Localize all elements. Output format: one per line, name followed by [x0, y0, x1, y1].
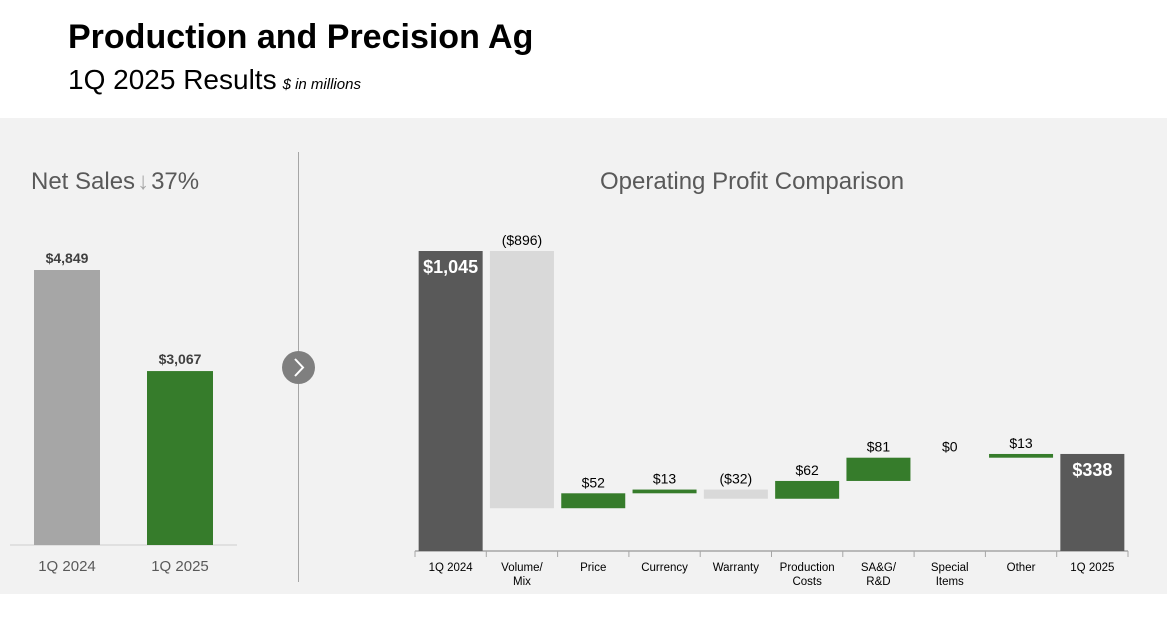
waterfall-total-label: $1,045	[423, 257, 478, 277]
waterfall-category-label: Special Items	[931, 562, 969, 588]
waterfall-category-label: Price	[580, 562, 606, 574]
waterfall-category-label: Production Costs	[780, 562, 835, 588]
net-sales-change: 37%	[151, 168, 200, 195]
net-sales-category-label: 1Q 2025	[151, 558, 209, 575]
net-sales-value-label: $3,067	[159, 351, 202, 367]
net-sales-title-text: Net Sales	[31, 168, 136, 195]
waterfall-bar	[846, 457, 911, 481]
waterfall-value-label: ($896)	[502, 232, 542, 248]
waterfall-value-label: $13	[653, 471, 677, 487]
waterfall-category-label: SA&G/R&D	[861, 562, 897, 588]
net-sales-category-label: 1Q 2024	[38, 558, 96, 575]
waterfall-bar	[1060, 453, 1125, 551]
waterfall-category-label: Currency	[641, 562, 688, 574]
net-sales-value-label: $4,849	[46, 250, 89, 266]
waterfall-category-label: Warranty	[713, 562, 759, 574]
waterfall-value-label: ($32)	[720, 471, 753, 487]
waterfall-value-label: $62	[795, 462, 819, 478]
page-title: Production and Precision Ag	[68, 18, 534, 56]
waterfall-value-label: $81	[867, 439, 891, 455]
operating-profit-title: Operating Profit Comparison	[600, 168, 905, 195]
waterfall-total-label: $338	[1072, 460, 1112, 480]
units-note: $ in millions	[282, 76, 361, 93]
net-sales-title: Net Sales↓37%	[31, 168, 199, 196]
waterfall-value-label: $52	[582, 474, 606, 490]
waterfall-category-label: 1Q 2024	[429, 562, 474, 574]
waterfall-bar	[775, 480, 840, 499]
next-arrow-button[interactable]	[282, 351, 315, 384]
chevron-right-icon	[294, 358, 305, 377]
net-sales-bar	[34, 270, 100, 545]
waterfall-bar	[989, 453, 1054, 458]
waterfall-bar	[489, 251, 554, 509]
waterfall-bar	[418, 251, 483, 551]
waterfall-bar	[703, 489, 768, 499]
subtitle-text: 1Q 2025 Results	[68, 64, 277, 95]
net-sales-bar	[147, 371, 213, 545]
waterfall-value-label: $0	[942, 439, 958, 455]
waterfall-value-label: $13	[1009, 435, 1033, 451]
waterfall-category-label: 1Q 2025	[1070, 562, 1114, 574]
down-arrow-icon: ↓	[137, 168, 150, 195]
waterfall-category-label: Volume/Mix	[501, 562, 543, 588]
waterfall-bar	[632, 489, 697, 494]
page-subtitle: 1Q 2025 Results $ in millions	[68, 64, 361, 96]
waterfall-category-label: Other	[1007, 562, 1036, 574]
waterfall-bar	[561, 493, 626, 509]
